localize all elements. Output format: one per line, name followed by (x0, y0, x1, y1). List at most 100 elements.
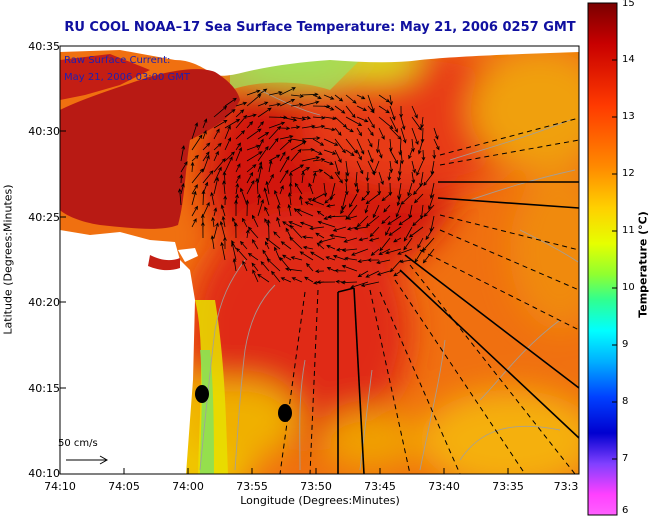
scale-arrow (66, 455, 109, 465)
current-vector (224, 156, 233, 173)
current-timestamp: May 21, 2006 03:00 GMT (64, 72, 191, 83)
current-vector (242, 217, 248, 228)
bathymetry-contours (199, 89, 579, 471)
current-vector (279, 185, 284, 195)
current-vector (403, 237, 413, 251)
current-vector (393, 270, 402, 277)
current-vector (327, 214, 347, 219)
current-vector (367, 258, 380, 262)
current-vector (389, 105, 396, 121)
current-vector (268, 159, 273, 173)
current-vector (395, 204, 402, 218)
current-vector (235, 130, 246, 140)
current-vector (288, 221, 303, 228)
current-vector (378, 248, 391, 255)
current-vector (246, 164, 257, 173)
current-vector (257, 101, 269, 107)
current-vector (420, 116, 424, 129)
current-vector (356, 116, 369, 123)
current-vector (388, 138, 393, 152)
colorbar-tick-label: 8 (622, 396, 629, 407)
current-vector (223, 236, 227, 250)
current-vector (346, 226, 358, 231)
current-vector (433, 127, 439, 140)
y-axis-label: Latitude (Degrees:Minutes) (1, 184, 15, 335)
current-vector (221, 215, 226, 228)
current-vector (235, 182, 240, 195)
current-vector (245, 199, 250, 217)
current-vector (280, 241, 292, 250)
current-vector (412, 215, 424, 227)
current-vector (345, 138, 358, 154)
current-vector (341, 264, 358, 272)
current-vector (379, 237, 391, 252)
current-vector (213, 176, 219, 195)
current-vector (246, 89, 261, 96)
current-vector (334, 268, 347, 273)
current-vector (425, 226, 435, 241)
x-tick-label: 74:05 (108, 480, 140, 493)
colorbar-tick-label: 11 (622, 225, 635, 236)
scale-label: 50 cm/s (58, 438, 98, 449)
current-vector (345, 149, 355, 157)
current-vector (299, 195, 303, 206)
current-vector (334, 138, 346, 154)
current-vector (421, 149, 426, 162)
current-vector (235, 114, 248, 129)
x-tick-label: 73:35 (492, 480, 524, 493)
current-vector (284, 267, 303, 272)
current-vector (334, 127, 342, 136)
current-vector (387, 215, 402, 225)
current-vector (252, 214, 259, 228)
current-vector (266, 258, 281, 272)
current-vector (364, 204, 369, 214)
current-vector (357, 259, 369, 263)
current-vector (430, 160, 435, 176)
current-vector (235, 163, 241, 173)
current-vector (235, 146, 242, 162)
current-vector (282, 221, 292, 228)
current-vector (279, 155, 290, 173)
current-vector (353, 226, 369, 231)
current-vector (385, 226, 391, 236)
current-vector (224, 97, 237, 107)
current-vector (291, 277, 303, 283)
current-vector (314, 269, 325, 274)
current-vector (263, 187, 270, 206)
current-vector (422, 248, 435, 264)
current-vector (389, 149, 398, 165)
colorbar-tick-label: 7 (622, 453, 629, 464)
current-vector (268, 121, 286, 129)
current-vector (360, 281, 380, 287)
current-vector (326, 245, 336, 250)
current-vector (367, 127, 374, 137)
x-axis-label: Longitude (Degrees:Minutes) (240, 494, 400, 507)
current-vector (368, 237, 380, 242)
current-vector (288, 171, 293, 184)
current-vector (400, 193, 413, 205)
current-vector (323, 94, 335, 100)
colorbar-ticks (612, 2, 617, 516)
current-vector (389, 94, 393, 106)
current-vector (416, 160, 424, 176)
current-vector (202, 118, 208, 129)
plot-area (60, 46, 579, 474)
current-vector (268, 91, 283, 96)
current-vector (367, 149, 374, 164)
current-vector (293, 208, 303, 217)
current-vector (408, 149, 413, 160)
current-vector (191, 184, 198, 195)
current-vector (301, 147, 315, 152)
y-tick-label: 40:20 (28, 296, 60, 309)
current-vector (312, 124, 326, 129)
current-vector (422, 237, 435, 252)
current-vector (279, 87, 296, 96)
current-vector (389, 160, 393, 174)
current-vector (290, 164, 305, 173)
current-vector (251, 262, 259, 272)
current-vector (301, 115, 312, 120)
current-vector (334, 171, 343, 184)
axis-ticks (59, 45, 509, 474)
current-vector (191, 122, 199, 140)
current-vector (323, 105, 335, 111)
